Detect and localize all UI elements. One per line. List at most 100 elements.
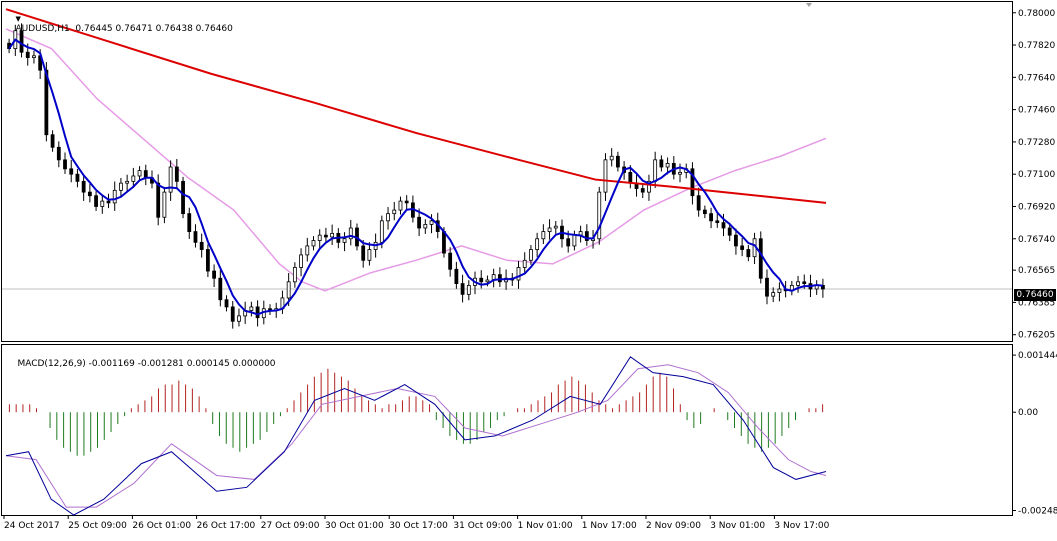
price-tick-label: 0.77280 xyxy=(1018,138,1055,148)
time-tick-label: 30 Oct 17:00 xyxy=(389,521,448,531)
time-tick-label: 1 Nov 01:00 xyxy=(518,521,573,531)
candle-body xyxy=(702,209,707,215)
price-tick-label: 0.78000 xyxy=(1018,9,1055,19)
candle-body xyxy=(348,227,353,240)
price-pane-frame xyxy=(1,1,1013,342)
candle-body xyxy=(379,220,384,243)
candle-body xyxy=(187,213,192,232)
candle-body xyxy=(112,189,117,204)
candle-body xyxy=(237,315,241,322)
candle-body xyxy=(765,277,769,297)
candle-body xyxy=(143,170,148,179)
candle-body xyxy=(131,175,136,182)
candle-body xyxy=(609,155,614,161)
candle-body xyxy=(553,225,558,229)
candle-body xyxy=(466,284,471,295)
candle-body xyxy=(193,231,198,243)
candle-body xyxy=(342,238,347,243)
candle-body xyxy=(615,155,620,168)
candle-body xyxy=(317,234,322,241)
time-tick-label: 25 Oct 09:00 xyxy=(68,521,127,531)
time-tick-label: 27 Oct 09:00 xyxy=(261,521,320,531)
time-tick-label: 26 Oct 17:00 xyxy=(197,521,256,531)
ma-slow-line xyxy=(5,8,827,204)
candle-body xyxy=(529,249,533,261)
time-tick-label: 30 Oct 01:00 xyxy=(325,521,384,531)
candle-body xyxy=(137,170,142,177)
candle-body xyxy=(665,163,670,168)
price-tick-label: 0.77100 xyxy=(1018,170,1055,180)
candle-body xyxy=(106,200,111,204)
candle-body xyxy=(497,274,502,283)
macd-tick-label: 0.00 xyxy=(1018,408,1038,418)
candle-body xyxy=(802,281,807,285)
candle-body xyxy=(330,232,335,238)
candle-body xyxy=(423,224,428,229)
candle-body xyxy=(398,200,403,211)
collapse-triangle-icon[interactable]: ▼ xyxy=(15,15,21,23)
candle-body xyxy=(659,159,664,168)
macd-signal-line xyxy=(5,364,827,508)
candle-body xyxy=(690,168,695,197)
time-tick-label: 26 Oct 01:00 xyxy=(132,521,191,531)
candle-body xyxy=(119,182,123,191)
candle-body xyxy=(212,270,217,279)
candle-body xyxy=(32,55,36,59)
candle-body xyxy=(218,277,223,301)
candle-body xyxy=(249,306,254,311)
price-tick-label: 0.76205 xyxy=(1018,331,1055,341)
macd-params-text: MACD(12,26,9) -0.001169 -0.001281 0.0001… xyxy=(17,359,276,369)
candle-body xyxy=(516,267,521,281)
price-tick-label: 0.77460 xyxy=(1018,106,1055,116)
candle-body xyxy=(696,195,701,211)
candle-body xyxy=(721,222,726,229)
chart-shift-marker[interactable] xyxy=(806,3,812,7)
candle-body xyxy=(181,180,185,215)
candle-body xyxy=(156,182,161,218)
candle-body xyxy=(386,213,390,222)
candle-body xyxy=(69,168,74,175)
time-tick-label: 2 Nov 09:00 xyxy=(646,521,701,531)
candle-body xyxy=(522,259,527,268)
candle-body xyxy=(75,173,80,182)
price-tick-label: 0.76565 xyxy=(1018,266,1055,276)
candle-body xyxy=(727,227,732,236)
macd-main-line xyxy=(5,356,827,516)
candle-body xyxy=(205,249,210,272)
candle-body xyxy=(94,195,98,207)
candle-body xyxy=(174,166,179,182)
price-tick-label: 0.77640 xyxy=(1018,73,1055,83)
time-tick-label: 24 Oct 2017 xyxy=(4,521,60,531)
candle-body xyxy=(771,292,776,297)
candle-body xyxy=(454,268,459,285)
candle-body xyxy=(44,69,49,136)
time-tick-label: 3 Nov 17:00 xyxy=(774,521,829,531)
candle-body xyxy=(479,277,484,283)
candle-body xyxy=(50,134,55,148)
candle-body xyxy=(572,234,577,247)
candle-body xyxy=(392,209,397,215)
candle-body xyxy=(367,249,372,261)
candle-body xyxy=(535,238,540,250)
candle-body xyxy=(460,283,465,295)
ma-fast-line xyxy=(8,38,824,316)
candle-body xyxy=(305,245,310,256)
current-price-value: 0.76460 xyxy=(1016,290,1054,300)
time-tick-label: 31 Oct 09:00 xyxy=(453,521,512,531)
price-tick-label: 0.76385 xyxy=(1018,298,1055,308)
candle-body xyxy=(230,306,235,322)
candle-body xyxy=(547,227,552,232)
candle-body xyxy=(168,166,173,193)
candle-body xyxy=(199,241,204,250)
candle-body xyxy=(566,238,571,247)
candle-body xyxy=(404,200,409,204)
candle-body xyxy=(640,188,645,193)
candle-body xyxy=(255,306,260,319)
candle-body xyxy=(299,254,303,268)
candle-body xyxy=(429,220,434,225)
macd-tick-label: 0.001444 xyxy=(1018,351,1057,361)
candle-body xyxy=(286,281,291,299)
symbol-info: ▼ AUDUSD,H1 0.76445 0.76471 0.76438 0.76… xyxy=(4,4,232,44)
